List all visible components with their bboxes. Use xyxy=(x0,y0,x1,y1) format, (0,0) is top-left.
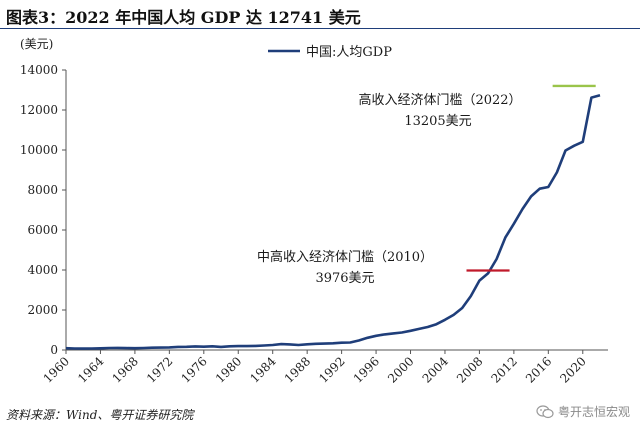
y-axis-label: (美元) xyxy=(20,37,53,51)
x-tick-label: 1996 xyxy=(351,354,382,385)
x-tick-label: 2016 xyxy=(523,354,554,385)
chart-axes xyxy=(65,70,608,351)
x-tick-label: 1968 xyxy=(110,354,141,385)
y-tick-label: 10000 xyxy=(20,143,58,157)
x-tick-label: 2012 xyxy=(488,354,519,385)
watermark: 粤开志恒宏观 xyxy=(536,403,630,420)
y-tick-label: 12000 xyxy=(20,103,58,117)
x-tick-label: 1972 xyxy=(144,354,175,385)
y-tick-label: 6000 xyxy=(27,223,58,237)
legend: 中国:人均GDP xyxy=(268,45,392,60)
x-axis-ticks: 1960 1964 1968 1972 1976 1980 1984 1988 1992 1996… xyxy=(41,350,589,386)
annotation-value: 13205美元 xyxy=(404,114,471,129)
series-group xyxy=(65,93,601,350)
annotations-group: 中高收入经济体门槛（2010） 3976美元 高收入经济体门槛（2022） 13205… xyxy=(257,84,596,286)
legend-label: 中国:人均GDP xyxy=(306,45,392,60)
page-title: 图表3：2022 年中国人均 GDP 达 12741 美元 xyxy=(6,8,361,27)
y-tick-label: 0 xyxy=(50,343,58,357)
title-bar: 图表3：2022 年中国人均 GDP 达 12741 美元 xyxy=(0,0,640,29)
annotation-value: 3976美元 xyxy=(315,271,374,286)
series-line xyxy=(65,93,601,350)
watermark-text: 粤开志恒宏观 xyxy=(557,405,630,419)
x-tick-label: 2020 xyxy=(557,354,588,385)
x-tick-label: 2004 xyxy=(420,354,452,386)
x-tick-label: 1988 xyxy=(282,354,313,385)
x-tick-label: 1976 xyxy=(178,354,209,385)
x-tick-label: 1960 xyxy=(41,354,72,385)
x-tick-label: 2008 xyxy=(454,354,485,385)
annotation-label: 高收入经济体门槛（2022） xyxy=(358,92,521,108)
y-axis-ticks: 0 2000 4000 6000 8000 10000 12000 14000 xyxy=(20,63,66,357)
y-tick-label: 14000 xyxy=(20,63,58,77)
x-tick-label: 2000 xyxy=(385,354,416,385)
x-tick-label: 1992 xyxy=(316,354,347,385)
wechat-icon xyxy=(536,404,554,418)
y-tick-label: 8000 xyxy=(27,183,58,197)
source-note: 资料来源：Wind、粤开证券研究院 xyxy=(6,408,194,422)
y-tick-label: 2000 xyxy=(27,303,58,317)
annotation-label: 中高收入经济体门槛（2010） xyxy=(257,249,433,265)
y-tick-label: 4000 xyxy=(27,263,58,277)
x-tick-label: 1964 xyxy=(75,354,107,386)
x-tick-label: 1980 xyxy=(213,354,244,385)
x-tick-label: 1984 xyxy=(247,354,279,386)
